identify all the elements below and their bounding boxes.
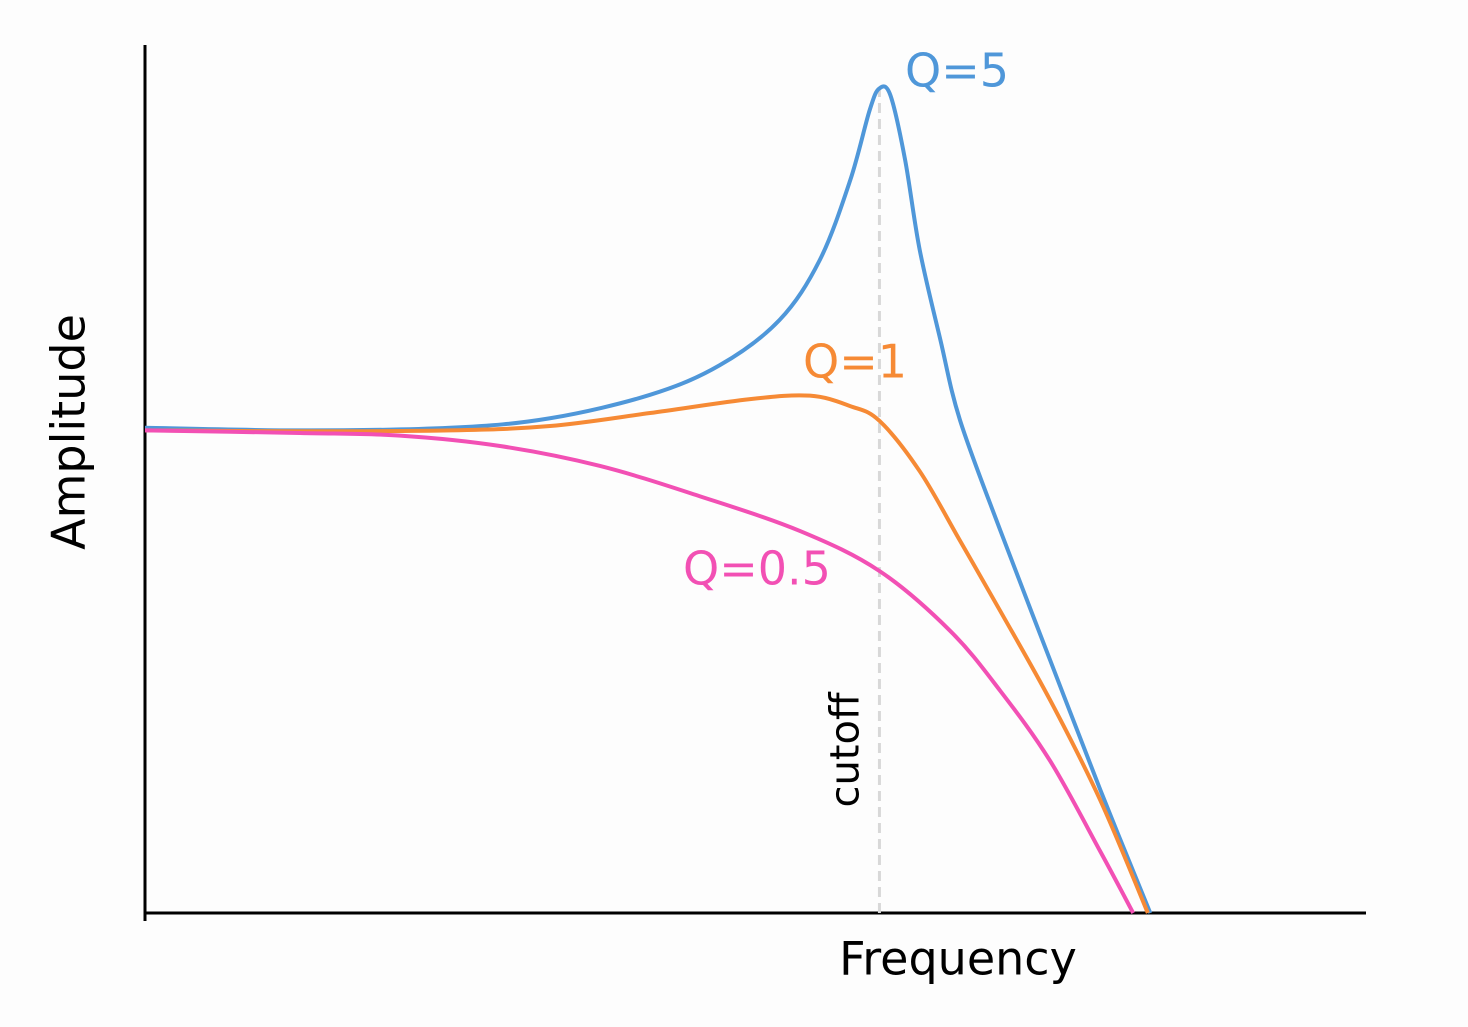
series-line [144, 428, 1135, 914]
series-line [144, 393, 1150, 914]
series-label: Q=0.5 [683, 542, 831, 596]
x-axis-label: Frequency [839, 932, 1077, 986]
series-label: Q=5 [905, 44, 1009, 98]
y-axis-label: Amplitude [42, 314, 96, 550]
cutoff-label: cutoff [822, 691, 868, 808]
series-line [144, 84, 1153, 914]
series-label: Q=1 [803, 335, 907, 389]
